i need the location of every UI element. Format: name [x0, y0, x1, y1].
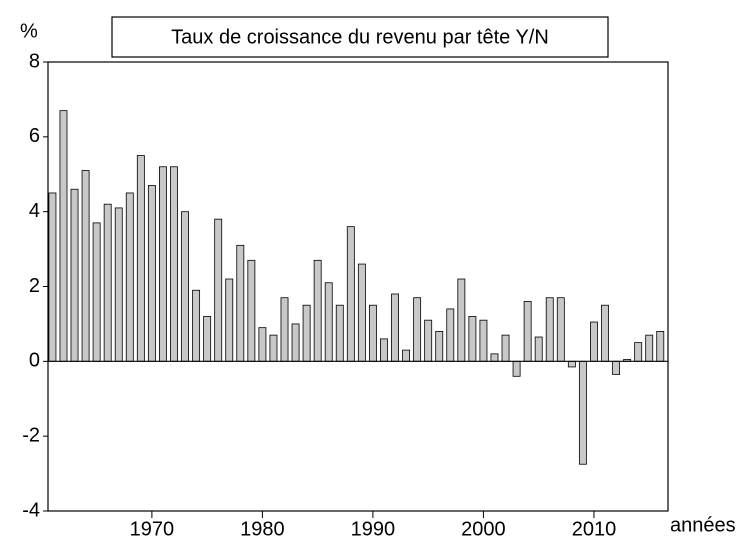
bar [402, 349, 411, 362]
bar [645, 334, 654, 362]
bar [567, 360, 576, 368]
bar [656, 330, 665, 362]
bar [181, 211, 189, 362]
bar [136, 155, 145, 362]
bar [48, 192, 57, 362]
x-tick-label: 1980 [240, 518, 285, 540]
bar [170, 166, 178, 362]
chart-title: Taux de croissance du revenu par tête Y/… [171, 26, 549, 48]
bar [545, 297, 554, 362]
bar [435, 330, 444, 362]
bar [313, 259, 322, 362]
y-tick-label: 2 [29, 275, 40, 297]
bar [269, 334, 278, 362]
bar [247, 259, 256, 362]
y-axis-label: % [20, 20, 38, 42]
bar [413, 297, 422, 362]
bar [125, 192, 134, 362]
bar [468, 316, 477, 362]
plot-frame [47, 61, 669, 512]
x-tick-label: 1970 [130, 518, 175, 540]
bar [291, 323, 300, 362]
x-tick-label: 2010 [572, 518, 617, 540]
bar [368, 304, 377, 362]
y-tick-label: 6 [29, 125, 40, 147]
bar [324, 282, 333, 362]
title-box [111, 16, 609, 58]
x-tick-label: 1990 [351, 518, 396, 540]
bar [280, 297, 289, 362]
bar [601, 304, 609, 362]
bar [81, 170, 90, 362]
y-tick-label: -4 [22, 499, 40, 521]
bar [225, 278, 234, 362]
x-axis-label: années [670, 514, 736, 536]
bar [590, 321, 598, 362]
bar [446, 308, 455, 362]
bar [147, 185, 156, 362]
bar [214, 218, 223, 362]
bar [534, 336, 543, 362]
bar [512, 360, 521, 377]
bar [236, 244, 245, 362]
y-tick-label: 0 [29, 350, 40, 372]
bar [92, 222, 101, 362]
bar [501, 334, 510, 362]
bar [424, 319, 433, 362]
bar [391, 293, 399, 362]
bar [302, 304, 311, 362]
bar [457, 278, 466, 362]
bar [578, 360, 587, 465]
bar [556, 297, 565, 362]
bar [103, 203, 112, 362]
bar [203, 316, 212, 362]
bar [70, 188, 79, 362]
bar [479, 319, 488, 362]
bar [114, 207, 123, 362]
bar [523, 301, 532, 362]
bar [357, 263, 366, 362]
bar [192, 289, 201, 362]
bar [346, 226, 355, 362]
bar [258, 327, 267, 362]
bar [634, 342, 643, 362]
y-tick-label: 8 [29, 50, 40, 72]
x-tick-label: 2000 [461, 518, 506, 540]
y-tick-label: 4 [29, 200, 40, 222]
bar [380, 338, 388, 362]
bar [490, 353, 499, 362]
bar [335, 304, 344, 362]
bar [59, 110, 68, 362]
bar [612, 360, 620, 375]
bar [159, 166, 167, 362]
y-tick-label: -2 [22, 424, 40, 446]
